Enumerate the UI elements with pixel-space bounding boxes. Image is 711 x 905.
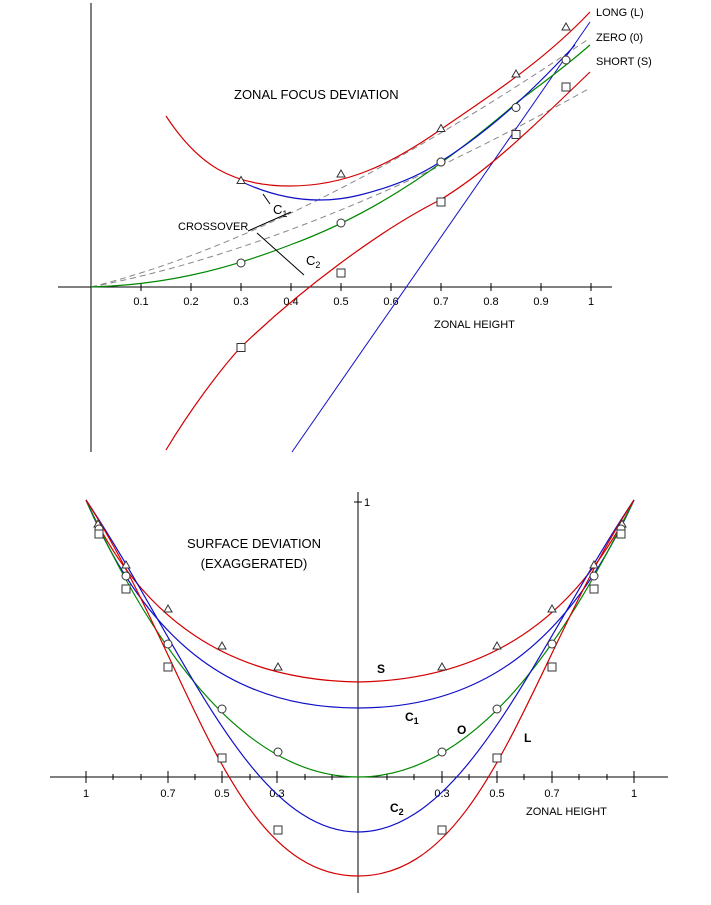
circle-marker (436, 157, 446, 167)
top-title: ZONAL FOCUS DEVIATION (234, 87, 399, 102)
top-x-tick-label: 0.7 (433, 296, 448, 308)
label-o: O (457, 723, 466, 737)
triangle-marker (561, 21, 571, 31)
curve-l (85, 499, 635, 877)
curve-c1-bottom (85, 499, 635, 709)
triangle-marker (511, 68, 521, 78)
top-markers (236, 21, 571, 352)
curve-long (165, 11, 591, 187)
triangle-marker (336, 168, 346, 178)
label-s: S (377, 662, 385, 676)
bottom-subtitle: (EXAGGERATED) (201, 556, 308, 571)
c2-top-label: C2 (306, 253, 320, 270)
legend-long: LONG (L) (596, 7, 644, 19)
curve-zero (90, 44, 591, 288)
bottom-x-tick-label: 0.7 (160, 788, 175, 800)
circle-marker (561, 55, 571, 65)
top-x-ticks (140, 283, 592, 291)
crossover-label: CROSSOVER (178, 221, 248, 233)
curve-s (85, 499, 635, 683)
top-x-tick-label: 0.5 (333, 296, 348, 308)
crossover-pointer (256, 232, 305, 276)
top-xlabel: ZONAL HEIGHT (434, 319, 515, 331)
square-marker (616, 529, 626, 539)
crossover-pointer-2 (247, 211, 292, 232)
circle-marker (163, 639, 173, 649)
square-marker (547, 662, 557, 672)
bottom-x-tick-label: 0.5 (489, 788, 504, 800)
triangle-marker (589, 559, 599, 569)
surface-deviation-diagram: 1 1 0.7 0.5 0.3 0.3 0.5 0.7 1 SURFACE DEVIATION… (50, 492, 668, 893)
top-x-tick-label: 0.8 (483, 296, 498, 308)
bottom-y-tick-label: 1 (364, 497, 370, 509)
triangle-marker (437, 661, 447, 671)
circle-marker (589, 571, 599, 581)
top-x-tick-label: 0.9 (533, 296, 548, 308)
zonal-focus-diagram: 0.1 0.2 0.3 0.4 0.5 0.6 0.7 0.8 0.9 1 ZONAL FOCUS… (58, 3, 652, 453)
square-marker (236, 343, 246, 352)
dashed-reference-line (90, 37, 591, 288)
triangle-marker (492, 640, 502, 650)
c1-top-label: C1 (273, 202, 287, 219)
circle-marker (273, 747, 283, 757)
bottom-title: SURFACE DEVIATION (187, 536, 321, 551)
square-marker (561, 82, 571, 92)
bottom-x-tick-label: 0.5 (214, 788, 229, 800)
top-x-tick-label: 1 (588, 296, 594, 308)
label-l: L (524, 731, 531, 745)
top-x-tick-label: 0.1 (133, 296, 148, 308)
triangle-marker (121, 559, 131, 569)
triangle-marker (436, 123, 446, 132)
circle-marker (547, 639, 557, 649)
curve-short (165, 71, 591, 451)
top-x-tick-label: 0.3 (233, 296, 248, 308)
top-x-tick-label: 0.2 (183, 296, 198, 308)
curve-c1-top (239, 44, 576, 201)
triangle-marker (163, 603, 173, 613)
square-marker (163, 662, 173, 672)
square-marker (217, 753, 227, 763)
bottom-x-tick-label: 1 (83, 788, 89, 800)
bottom-x-ticks (85, 771, 635, 783)
circle-marker (511, 103, 521, 112)
square-marker (336, 268, 346, 278)
square-marker (589, 584, 599, 594)
circle-marker (121, 571, 131, 581)
triangle-marker (236, 175, 246, 184)
legend-zero: ZERO (0) (596, 32, 643, 44)
square-marker (273, 825, 283, 835)
square-marker (492, 753, 502, 763)
triangle-marker (217, 640, 227, 650)
square-marker (121, 584, 131, 594)
circle-marker (437, 747, 447, 757)
bottom-xlabel: ZONAL HEIGHT (526, 806, 607, 818)
square-marker (511, 130, 521, 139)
bottom-x-tick-label: 0.3 (434, 788, 449, 800)
circle-marker (236, 258, 246, 268)
top-x-tick-labels: 0.1 0.2 0.3 0.4 0.5 0.6 0.7 0.8 0.9 1 (133, 296, 594, 308)
top-x-tick-label: 0.6 (383, 296, 398, 308)
circle-marker (217, 704, 227, 714)
circle-marker (492, 704, 502, 714)
curve-c2-top (291, 21, 591, 453)
label-c2: C2 (390, 801, 404, 817)
triangle-marker (273, 661, 283, 671)
bottom-markers (93, 518, 627, 835)
legend-short: SHORT (S) (596, 56, 652, 68)
bottom-x-tick-label: 1 (631, 788, 637, 800)
dashed-reference-line (90, 87, 591, 288)
square-marker (94, 529, 104, 539)
c1-pointer (262, 193, 271, 205)
square-marker (437, 825, 447, 835)
triangle-marker (547, 603, 557, 613)
circle-marker (336, 218, 346, 228)
bottom-x-tick-label: 0.7 (544, 788, 559, 800)
bottom-x-tick-labels: 1 0.7 0.5 0.3 0.3 0.5 0.7 1 (83, 788, 637, 800)
label-c1: C1 (405, 710, 419, 726)
square-marker (436, 197, 446, 207)
